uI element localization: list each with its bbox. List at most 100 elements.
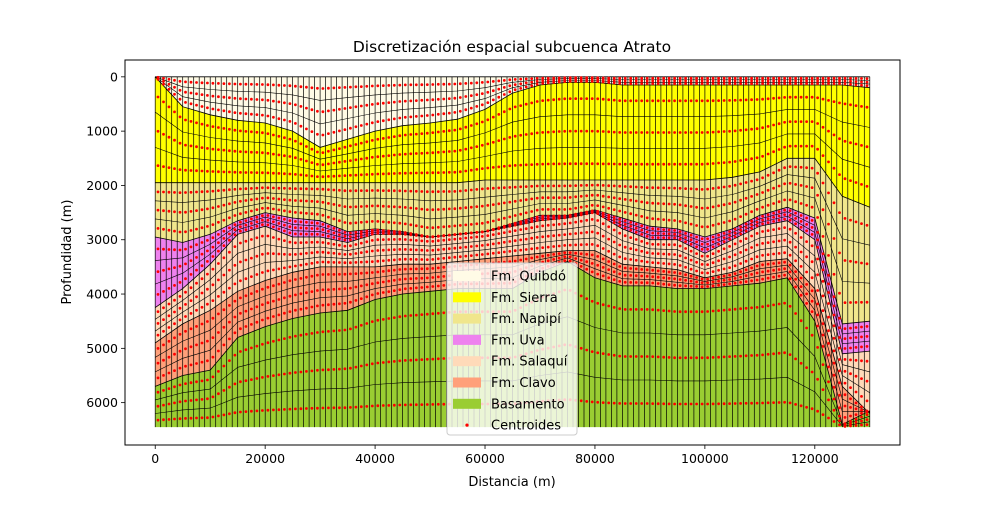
centroid-point (431, 357, 435, 361)
centroid-point (365, 363, 369, 367)
centroid-point (541, 254, 545, 258)
centroid-point (678, 244, 682, 248)
centroid-point (354, 261, 358, 264)
centroid-point (755, 217, 759, 220)
centroid-point (332, 174, 336, 178)
centroid-point (557, 222, 561, 226)
centroid-point (409, 233, 413, 237)
centroid-point (480, 221, 484, 225)
centroid-point (838, 358, 841, 361)
centroid-point (629, 228, 633, 232)
centroid-point (772, 401, 775, 404)
centroid-point (596, 129, 600, 133)
centroid-point (513, 199, 517, 203)
centroid-point (458, 232, 462, 236)
centroid-point (250, 150, 253, 154)
centroid-point (618, 280, 622, 283)
centroid-point (343, 244, 347, 248)
centroid-point (497, 165, 501, 169)
centroid-point (799, 202, 803, 205)
centroid-point (750, 195, 753, 198)
centroid-point (838, 101, 841, 105)
centroid-point (722, 240, 726, 244)
centroid-point (217, 205, 220, 208)
centroid-point (662, 282, 666, 286)
centroid-point (706, 82, 709, 85)
centroid-point (261, 186, 264, 190)
centroid-point (376, 270, 380, 274)
centroid-point (656, 131, 660, 134)
centroid-point (722, 236, 726, 240)
centroid-point (799, 225, 803, 229)
centroid-point (535, 208, 539, 212)
centroid-point (392, 278, 396, 282)
centroid-point (596, 255, 600, 258)
centroid-point (332, 86, 336, 90)
centroid-point (195, 190, 198, 194)
centroid-point (596, 162, 600, 166)
centroid-point (728, 129, 731, 133)
centroid-point (761, 82, 764, 85)
centroid-point (310, 108, 314, 112)
centroid-point (359, 220, 363, 224)
centroid-point (854, 142, 858, 146)
centroid-point (277, 197, 281, 201)
y-tick-label: 6000 (86, 395, 118, 410)
centroid-point (717, 76, 720, 80)
centroid-point (365, 204, 369, 208)
centroid-point (805, 95, 808, 99)
centroid-point (700, 225, 704, 229)
centroid-point (233, 170, 237, 174)
centroid-point (744, 222, 748, 226)
centroid-point (739, 82, 742, 85)
centroid-point (728, 160, 731, 164)
centroid-point (217, 170, 220, 174)
centroid-point (645, 402, 649, 405)
centroid-point (398, 237, 402, 241)
centroid-point (629, 185, 633, 189)
centroid-point (343, 406, 347, 410)
centroid-point (711, 284, 715, 288)
centroid-point (854, 413, 858, 416)
centroid-point (338, 237, 341, 241)
centroid-point (414, 248, 418, 252)
centroid-point (250, 112, 253, 116)
centroid-point (706, 271, 709, 275)
centroid-point (211, 355, 215, 359)
centroid-point (700, 79, 704, 83)
centroid-point (788, 304, 792, 308)
centroid-point (777, 82, 781, 85)
centroid-point (612, 353, 616, 357)
centroid-point (338, 329, 341, 332)
centroid-point (239, 296, 242, 300)
centroid-point (634, 281, 638, 284)
centroid-point (167, 248, 171, 251)
centroid-point (167, 105, 171, 109)
centroid-point (222, 109, 226, 113)
centroid-point (843, 102, 847, 106)
legend-label: Fm. Sierra (491, 291, 558, 306)
centroid-point (321, 273, 325, 276)
centroid-point (327, 175, 330, 178)
centroid-point (453, 207, 457, 211)
centroid-point (629, 274, 633, 277)
centroid-point (673, 283, 676, 287)
centroid-point (557, 208, 561, 211)
centroid-point (689, 205, 693, 208)
centroid-point (228, 96, 231, 100)
centroid-point (722, 247, 726, 251)
centroid-point (590, 129, 594, 133)
centroid-point (563, 129, 567, 133)
centroid-point (354, 365, 358, 369)
centroid-point (228, 82, 231, 86)
centroid-point (821, 363, 825, 366)
centroid-point (640, 82, 644, 85)
centroid-point (475, 231, 479, 234)
centroid-point (370, 220, 374, 223)
centroid-point (513, 105, 517, 109)
centroid-point (843, 177, 847, 181)
centroid-point (750, 223, 753, 227)
centroid-point (772, 262, 775, 265)
centroid-point (173, 322, 176, 326)
centroid-point (409, 99, 413, 103)
